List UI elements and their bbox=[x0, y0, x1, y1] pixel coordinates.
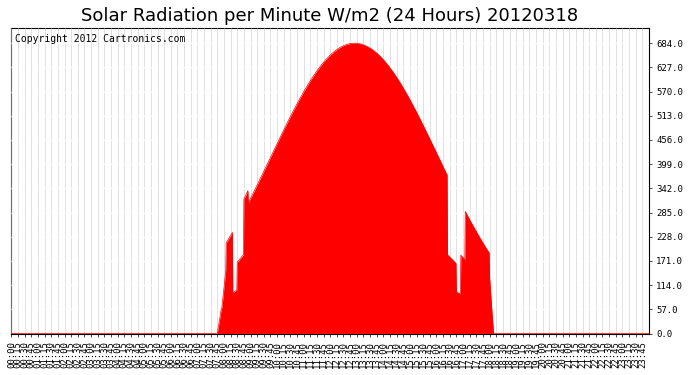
Text: Copyright 2012 Cartronics.com: Copyright 2012 Cartronics.com bbox=[14, 34, 185, 44]
Title: Solar Radiation per Minute W/m2 (24 Hours) 20120318: Solar Radiation per Minute W/m2 (24 Hour… bbox=[81, 7, 578, 25]
